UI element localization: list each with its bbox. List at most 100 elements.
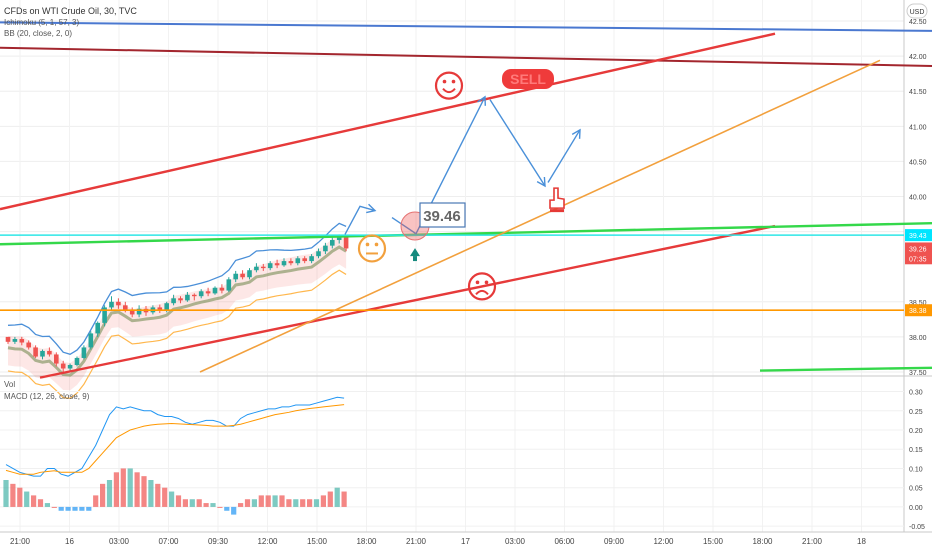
macd-histogram-bar [44,503,50,507]
price-tick: 37.50 [909,370,927,377]
forecast-arrow-4 [547,129,581,183]
candle-body [129,310,135,315]
time-tick: 07:00 [158,537,179,546]
candle-body [74,357,80,365]
time-tick: 15:00 [703,537,724,546]
smiley-sad-eye [484,280,489,285]
forecast-arrow-1-head [366,203,377,214]
candle-body [261,266,266,269]
macd-histogram-bar [279,495,285,507]
candle-body [330,240,335,246]
candle-body [247,270,252,278]
time-tick: 12:00 [653,537,674,546]
candle-body [281,261,287,266]
candle-body [295,258,301,264]
candle-body [95,322,100,334]
candle-body [116,301,121,306]
time-tick: 18:00 [752,537,773,546]
price-label: 39.43 [909,233,927,240]
macd-histogram-bar [217,506,223,508]
macd-histogram-bar [134,472,140,507]
macd-histogram-bar [210,503,216,507]
time-tick: 15:00 [307,537,328,546]
macd-histogram-bar [79,506,85,511]
time-tick: 17 [461,537,470,546]
candle-body [109,301,114,308]
candle-body [102,307,107,323]
pointing-hand-icon [549,187,565,209]
candle-body [274,263,280,266]
candle-body [81,347,87,358]
macd-label: MACD (12, 26, close, 9) [4,392,90,401]
bb-middle-line [7,245,347,377]
smiley-sad-mouth [475,289,489,296]
candle-body [309,256,314,262]
candles-layer [5,234,349,372]
time-tick: 12:00 [257,537,278,546]
axes-layer: 42.5042.0041.5041.0040.5040.0039.5038.50… [10,19,932,546]
macd-histogram-bar [148,480,154,507]
macd-histogram-bar [72,506,78,511]
candle-body [157,307,163,311]
candle-body [192,294,197,297]
candle-body [40,350,45,357]
macd-histogram-bar [327,491,333,507]
macd-histogram-bar [320,495,326,507]
macd-histogram-bar [86,506,92,511]
candle-body [343,237,349,249]
forecast-arrow-3-head [536,176,546,188]
macd-histogram-bar [93,495,99,507]
price-label-bg [905,252,932,265]
lower-tick: 0.20 [909,428,923,435]
trendline-orange [199,59,881,373]
candle-body [5,336,11,342]
macd-histogram-bar [272,495,278,507]
sell-badge [502,69,554,89]
macd-histogram-bar [113,472,119,507]
time-tick: 21:00 [802,537,823,546]
pointing-hand-cuff [550,209,564,213]
candle-body [88,333,94,348]
candle-body [240,273,245,278]
volume-macd-panel [0,391,904,527]
currency-badge[interactable] [906,3,928,19]
macd-histogram-bar [17,487,23,507]
candle-body [54,354,59,364]
price-tick: 42.50 [909,19,927,26]
macd-histogram-bar [231,506,237,515]
macd-histogram-bar [286,499,292,507]
candle-body [302,258,307,262]
macd-histogram-bar [100,483,106,507]
smiley-happy-eye [451,79,456,84]
up-arrow-marker-stem [413,256,417,262]
price-label: 38.38 [909,308,927,315]
macd-histogram-bar [341,491,347,507]
candle-body [171,298,176,304]
macd-histogram-bar [244,499,251,507]
smiley-happy [434,71,464,100]
macd-histogram-bar [51,506,57,508]
lower-tick: 0.10 [909,466,923,473]
price-label-bg [905,242,932,255]
macd-histogram-bar [106,480,113,507]
candle-body [219,287,225,291]
candle-body [178,298,183,301]
candle-body [212,287,218,294]
chart-title: CFDs on WTI Crude Oil, 30, TVC [4,6,137,16]
candle-body [254,266,259,271]
trendline-blue-top [0,21,932,32]
candle-body [185,294,190,301]
macd-histogram-bar [141,476,147,507]
price-label-bg [905,304,932,317]
up-arrow-marker [410,248,420,257]
lower-tick: 0.05 [909,486,923,493]
macd-line [5,396,345,477]
macd-histogram-bar [120,468,126,507]
time-tick: 03:00 [109,537,130,546]
candle-body [205,291,211,294]
macd-histogram-bar [293,499,299,507]
macd-histogram-bar [10,483,16,507]
macd-histogram-bar [155,483,161,507]
